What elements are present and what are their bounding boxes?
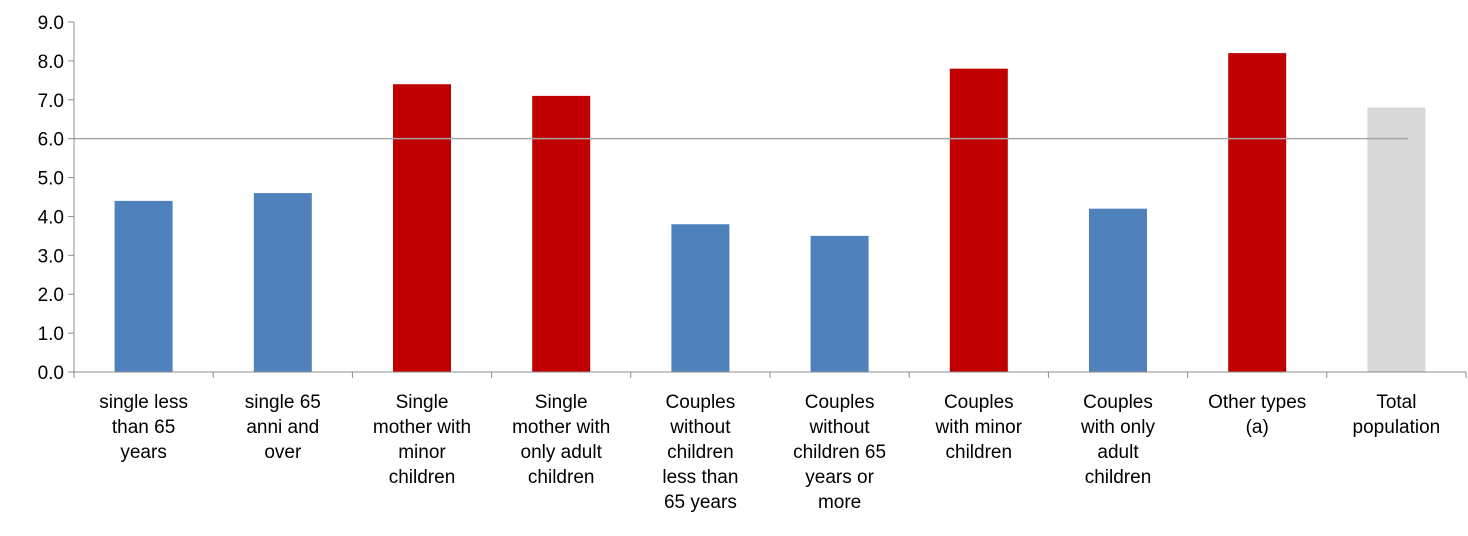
x-category-label: single less than 65 years	[99, 392, 188, 463]
y-tick-label: 9.0	[38, 13, 64, 34]
x-category-label-line: more	[818, 492, 861, 513]
x-category-label-line: Single	[535, 392, 588, 413]
x-category-label-line: than 65	[112, 417, 175, 438]
x-category-label-line: Other types	[1208, 392, 1306, 413]
x-category-label: Couples without children 65 years or more	[793, 392, 886, 513]
bar	[810, 235, 869, 372]
x-axis-labels: single less than 65 years single 65 anni and…	[99, 392, 1440, 513]
bar	[671, 224, 730, 372]
y-tick-label: 3.0	[38, 246, 64, 267]
axes	[73, 22, 1467, 378]
y-tick-label: 0.0	[38, 363, 64, 384]
bar	[1089, 208, 1147, 372]
x-category-label: Other types (a)	[1208, 392, 1306, 438]
x-category-label-line: children 65	[793, 442, 886, 463]
x-category-label-line: children	[946, 442, 1013, 463]
x-category-label-line: mother with	[373, 417, 471, 438]
x-category-label-line: (a)	[1246, 417, 1269, 438]
y-tick-label: 2.0	[38, 285, 64, 306]
y-axis-ticks: 0.0 1.0 2.0 3.0 4.0 5.0 6.0 7.0 8.0 9.0	[38, 13, 74, 384]
x-category-label-line: population	[1353, 417, 1441, 438]
x-category-label-line: anni and	[246, 417, 319, 438]
bar	[532, 95, 591, 372]
x-category-label-line: with minor	[935, 417, 1023, 438]
bar	[1228, 53, 1287, 372]
y-tick-label: 4.0	[38, 207, 64, 228]
y-tick-label: 7.0	[38, 91, 64, 112]
x-category-label-line: Couples	[805, 392, 875, 413]
x-category-label-line: only adult	[521, 442, 603, 463]
x-category-label-line: Couples	[1083, 392, 1153, 413]
x-category-label-line: years	[120, 442, 166, 463]
bar	[949, 68, 1008, 373]
x-category-label: single 65 anni and over	[245, 392, 321, 463]
y-tick-label: 8.0	[38, 52, 64, 73]
bar	[1367, 107, 1426, 373]
x-category-label-line: without	[808, 417, 870, 438]
y-tick-label: 1.0	[38, 324, 64, 345]
x-category-label-line: without	[669, 417, 731, 438]
x-category-label-line: Total	[1376, 392, 1416, 413]
bar	[114, 200, 173, 372]
x-category-label-line: children	[528, 467, 595, 488]
x-category-label-line: minor	[398, 442, 446, 463]
y-tick-label: 5.0	[38, 169, 64, 190]
x-category-label: Total population	[1353, 392, 1441, 438]
x-category-label-line: children	[389, 467, 456, 488]
bars	[114, 53, 1426, 373]
x-category-label-line: years or	[805, 467, 874, 488]
x-category-label: Couples with only adult children	[1080, 392, 1155, 488]
y-tick-label: 6.0	[38, 130, 64, 151]
x-category-label-line: single less	[99, 392, 188, 413]
x-category-label-line: Single	[396, 392, 449, 413]
x-category-label-line: 65 years	[664, 492, 737, 513]
x-category-label-line: over	[264, 442, 302, 463]
x-category-label: Couples without children less than 65 years	[662, 392, 738, 513]
bar	[393, 84, 451, 372]
bar	[253, 193, 312, 372]
x-category-label-line: children	[1085, 467, 1152, 488]
x-category-label: Single mother with only adult children	[512, 392, 610, 488]
x-category-label-line: mother with	[512, 417, 610, 438]
x-category-label-line: Couples	[666, 392, 736, 413]
x-category-label-line: adult	[1097, 442, 1139, 463]
x-category-label-line: children	[667, 442, 734, 463]
x-category-label: Couples with minor children	[935, 392, 1023, 463]
x-category-label-line: single 65	[245, 392, 321, 413]
x-category-label-line: with only	[1080, 417, 1155, 438]
x-category-label-line: less than	[662, 467, 738, 488]
x-category-label-line: Couples	[944, 392, 1014, 413]
x-category-label: Single mother with minor children	[373, 392, 471, 488]
